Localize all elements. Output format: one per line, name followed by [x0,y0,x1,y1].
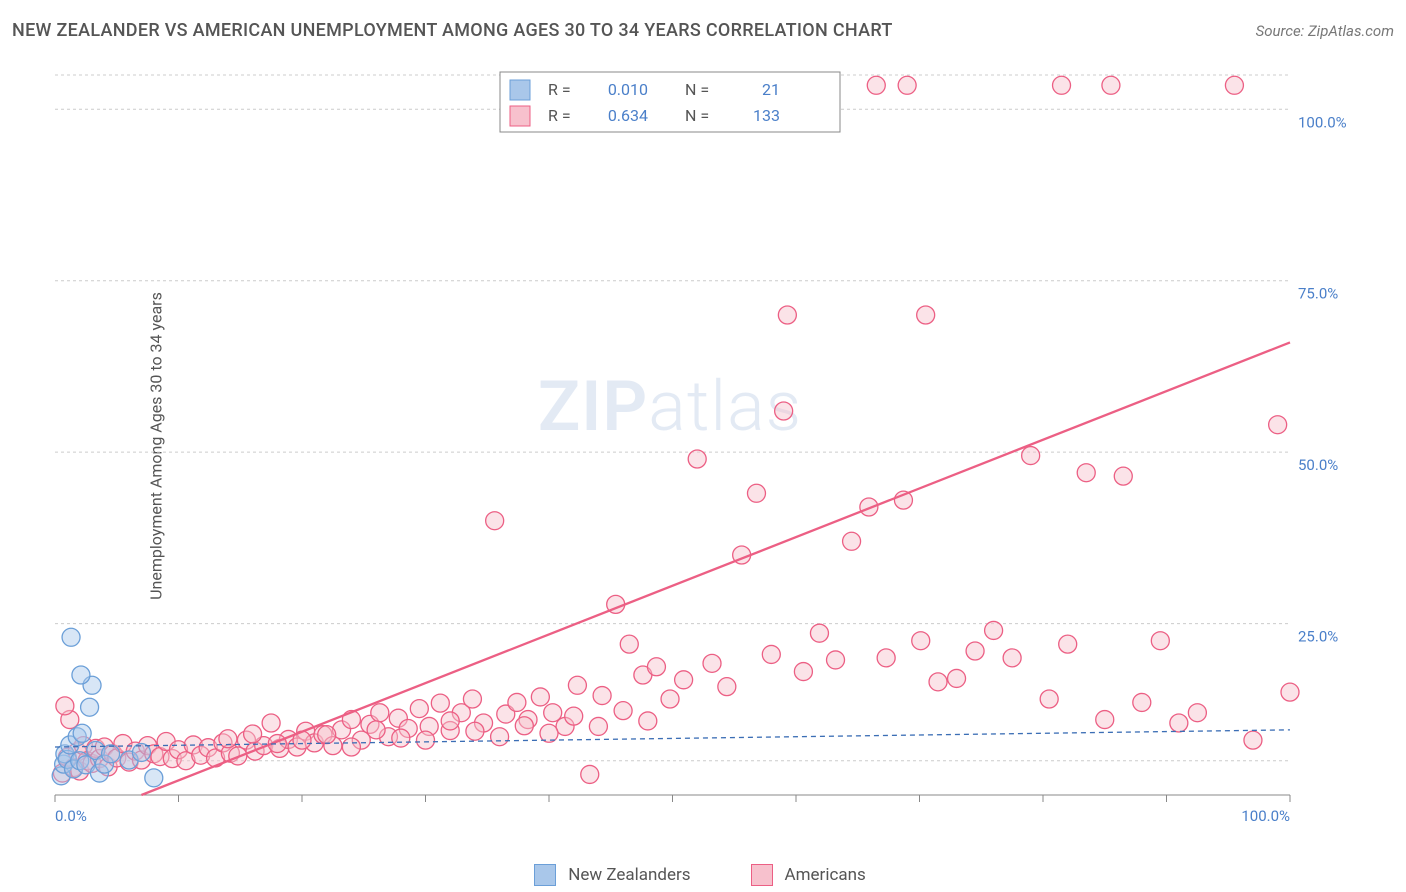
svg-text:ZIPatlas: ZIPatlas [538,366,802,448]
legend-swatch-nz [534,864,556,886]
chart-source: Source: ZipAtlas.com [1256,22,1394,40]
plot-area: 25.0% 50.0% 75.0% 100.0% 0.0% 100.0% ZIPatlas R… [50,70,1350,830]
svg-text:100.0%: 100.0% [1241,807,1290,825]
svg-text:50.0%: 50.0% [1298,456,1338,474]
svg-text:21: 21 [762,80,780,99]
svg-text:R =: R = [548,106,571,125]
legend-swatch-am [751,864,773,886]
svg-text:100.0%: 100.0% [1298,113,1347,131]
svg-text:0.634: 0.634 [608,106,648,125]
legend-label-am: Americans [785,865,866,885]
svg-text:N =: N = [685,80,709,99]
svg-text:N =: N = [685,106,709,125]
svg-text:0.0%: 0.0% [55,807,87,825]
chart-title: NEW ZEALANDER VS AMERICAN UNEMPLOYMENT A… [12,20,893,41]
chart-svg: 25.0% 50.0% 75.0% 100.0% 0.0% 100.0% ZIPatlas R… [50,70,1350,830]
legend-item-am: Americans [751,864,866,886]
svg-text:25.0%: 25.0% [1298,628,1338,646]
bottom-legend: New Zealanders Americans [50,864,1350,886]
svg-text:R =: R = [548,80,571,99]
chart-header: NEW ZEALANDER VS AMERICAN UNEMPLOYMENT A… [12,20,1394,41]
svg-text:133: 133 [753,106,780,125]
legend-item-nz: New Zealanders [534,864,690,886]
svg-text:75.0%: 75.0% [1298,285,1338,303]
svg-text:0.010: 0.010 [608,80,648,99]
legend-label-nz: New Zealanders [568,865,690,885]
